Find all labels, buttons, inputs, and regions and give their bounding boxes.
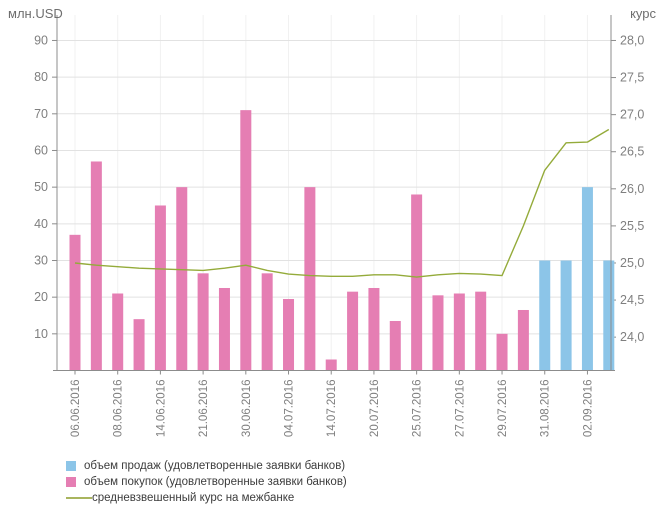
right-axis-tick-label: 24,0 [620,330,644,344]
left-axis-tick-label: 50 [34,180,48,194]
legend-item-label: объем покупок (удовлетворенные заявки ба… [84,476,347,488]
x-axis-date-label: 29.07.2016 [497,380,509,438]
legend-item-label: средневзвешенный курс на межбанке [92,492,295,504]
buy-volume-bar[interactable] [475,291,487,371]
buy-volume-bar[interactable] [432,295,444,371]
x-axis-date-label: 30.06.2016 [241,380,253,438]
chart-plot-area: 90 80 70 60 50 40 30 20 10 28,0 27,5 27,0 26,5 26,0 25… [34,15,644,438]
right-axis-tick-label: 25,0 [620,256,644,270]
sell-volume-swatch-icon [66,461,76,471]
x-axis-date-label: 06.06.2016 [70,380,82,438]
right-axis-tick-label: 26,5 [620,145,644,159]
left-axis-tick-label: 30 [34,253,48,267]
left-axis-tick-label: 20 [34,290,48,304]
buy-volume-bar[interactable] [90,161,102,371]
left-axis-tick-label: 80 [34,70,48,84]
left-axis-title: млн.USD [8,6,63,21]
left-axis-tick-label: 60 [34,143,48,157]
right-axis-title: курс [630,6,656,21]
x-axis-date-label: 27.07.2016 [454,380,466,438]
rate-line [74,128,610,278]
buy-volume-bar[interactable] [325,359,337,371]
buy-volume-bar[interactable] [240,110,252,371]
buy-volume-bar[interactable] [197,273,209,371]
buy-volume-bar[interactable] [112,293,124,371]
buy-volume-bar[interactable] [176,187,188,371]
left-axis-tick-label: 40 [34,217,48,231]
left-axis-tick-label: 70 [34,107,48,121]
legend-item-label: объем продаж (удовлетворенные заявки бан… [84,460,346,472]
x-axis-date-label: 14.07.2016 [326,380,338,438]
x-axis-date-label: 02.09.2016 [582,380,594,438]
chart-legend: объем продаж (удовлетворенные заявки бан… [66,459,347,505]
left-axis-tick-label: 10 [34,327,48,341]
right-axis-tick-label: 28,0 [620,33,644,47]
buy-volume-bar[interactable] [517,309,529,371]
buy-volume-bar[interactable] [218,287,230,371]
buy-volume-bar[interactable] [304,187,316,371]
buy-volume-bar[interactable] [368,287,380,371]
sell-volume-bar[interactable] [581,187,593,371]
x-axis-date-label: 21.06.2016 [198,380,210,438]
x-axis-date-label: 08.06.2016 [113,380,125,438]
legend-item-rate-line[interactable]: средневзвешенный курс на межбанке [66,491,347,505]
x-axis-date-label: 04.07.2016 [284,380,296,438]
buy-volume-bar[interactable] [133,319,145,371]
rate-line-swatch-icon [66,497,92,499]
x-axis-date-label: 14.06.2016 [155,380,167,438]
buy-volume-bar[interactable] [69,234,81,371]
x-axis-date-label: 31.08.2016 [540,380,552,438]
buy-volume-bar[interactable] [389,320,401,371]
buy-volume-swatch-icon [66,477,76,487]
buy-volume-bar[interactable] [261,273,273,371]
left-axis-tick-label: 90 [34,33,48,47]
buy-volume-bar[interactable] [154,205,166,371]
legend-item-sell-volume[interactable]: объем продаж (удовлетворенные заявки бан… [66,459,347,473]
legend-item-buy-volume[interactable]: объем покупок (удовлетворенные заявки ба… [66,475,347,489]
x-axis-date-label: 25.07.2016 [412,380,424,438]
right-axis-tick-label: 25,5 [620,219,644,233]
right-axis-tick-label: 24,5 [620,293,644,307]
buy-volume-bar[interactable] [347,291,359,371]
buy-volume-bar[interactable] [453,293,465,371]
sell-volume-bar[interactable] [603,260,615,371]
buy-volume-bar[interactable] [411,194,423,371]
right-axis-tick-label: 26,0 [620,182,644,196]
right-axis-tick-label: 27,0 [620,108,644,122]
buy-volume-bar[interactable] [283,298,295,371]
right-axis-tick-label: 27,5 [620,71,644,85]
sell-volume-bar[interactable] [560,260,572,371]
buy-volume-bar[interactable] [496,333,508,371]
sell-volume-bar[interactable] [539,260,551,371]
x-axis-date-label: 20.07.2016 [369,380,381,438]
